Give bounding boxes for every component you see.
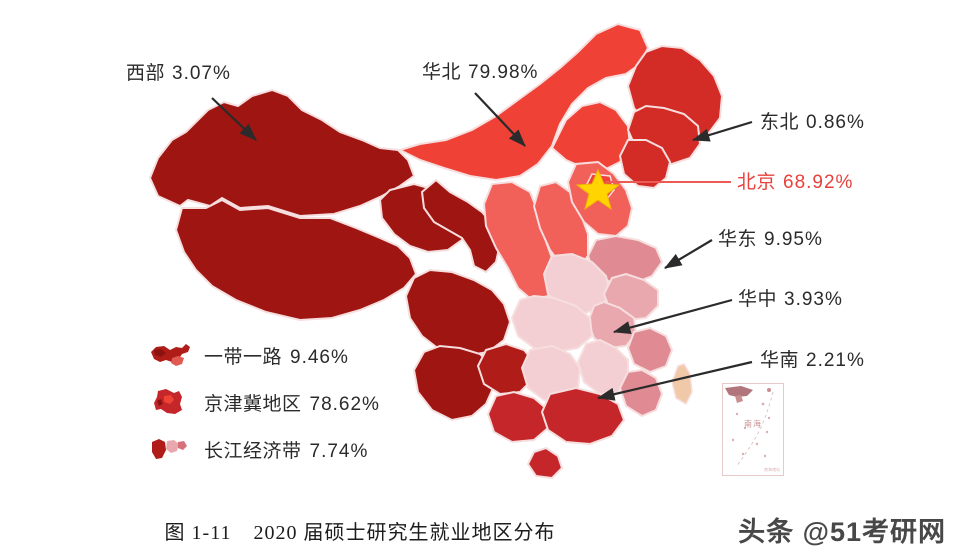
map-legend: 一带一路 9.46% 京津冀地区 78.62% — [148, 338, 380, 466]
leader-line-south — [596, 360, 753, 401]
region-guangdong — [540, 386, 626, 446]
label-north-value: 79.98% — [468, 62, 539, 83]
legend-value-1: 78.62% — [309, 393, 380, 415]
legend-label-yangtze-belt: 长江经济带 7.74% — [204, 436, 368, 463]
label-west: 西部 3.07% — [126, 58, 231, 85]
label-central: 华中 3.93% — [738, 284, 843, 311]
region-shaanxi — [482, 180, 558, 302]
inset-title: 南海 — [744, 419, 762, 429]
inset-credit: 南海诸岛 — [764, 467, 780, 472]
figure-caption: 图 1-11 2020 届硕士研究生就业地区分布 — [0, 516, 720, 545]
label-south-name: 华南 — [760, 350, 800, 371]
label-north: 华北 79.98% — [422, 57, 538, 84]
label-central-name: 华中 — [738, 289, 778, 310]
leader-line-northeast — [691, 120, 753, 142]
label-beijing-name: 北京 — [737, 172, 777, 193]
label-northeast-value: 0.86% — [806, 112, 865, 133]
region-xinjiang — [148, 88, 416, 218]
south-china-sea-inset: 南海 南海诸岛 — [722, 383, 784, 476]
region-gansu — [420, 178, 502, 274]
watermark: 头条 @51考研网 — [738, 517, 946, 547]
legend-name-0: 一带一路 — [204, 346, 283, 368]
leader-line-east — [664, 239, 713, 269]
region-guizhou — [476, 342, 536, 396]
yangtze-belt-mini-map-icon — [148, 432, 194, 466]
legend-label-belt-and-road: 一带一路 9.46% — [204, 342, 349, 369]
caption-title: 2020 届硕士研究生就业地区分布 — [253, 522, 556, 544]
label-east: 华东 9.95% — [718, 224, 823, 251]
legend-value-2: 7.74% — [309, 440, 369, 462]
label-northeast-name: 东北 — [760, 112, 800, 133]
label-northeast: 东北 0.86% — [760, 107, 865, 134]
jingjinji-mini-map-icon — [148, 385, 194, 419]
region-zhejiang — [626, 326, 674, 374]
legend-label-jingjinji: 京津冀地区 78.62% — [204, 389, 380, 416]
region-tibet — [174, 198, 418, 322]
leader-line-north — [474, 92, 526, 147]
legend-item-jingjinji: 京津冀地区 78.62% — [148, 385, 380, 419]
label-north-name: 华北 — [422, 62, 462, 83]
beijing-star-marker — [575, 168, 621, 211]
region-fujian — [618, 368, 664, 418]
label-beijing-value: 68.92% — [783, 172, 854, 193]
legend-item-belt-and-road: 一带一路 9.46% — [148, 338, 380, 372]
region-liaoning — [618, 139, 672, 190]
inset-islands-map — [725, 386, 774, 467]
legend-name-2: 长江经济带 — [204, 440, 302, 462]
label-central-value: 3.93% — [784, 289, 843, 310]
label-west-value: 3.07% — [172, 63, 231, 84]
legend-name-1: 京津冀地区 — [204, 393, 302, 415]
label-south-value: 2.21% — [806, 350, 865, 371]
region-hainan — [526, 446, 564, 480]
leader-line-central — [612, 298, 733, 335]
region-guangxi — [486, 390, 549, 444]
region-yunnan — [412, 344, 496, 422]
legend-value-0: 9.46% — [290, 346, 349, 368]
region-sichuan — [404, 268, 512, 358]
legend-item-yangtze-economic-belt: 长江经济带 7.74% — [148, 432, 380, 466]
leader-line-west — [211, 97, 257, 141]
caption-number: 图 1-11 — [164, 522, 232, 544]
region-taiwan — [671, 363, 693, 406]
label-west-name: 西部 — [126, 63, 166, 84]
belt-and-road-mini-map-icon — [148, 338, 194, 372]
label-beijing: 北京 68.92% — [737, 167, 853, 194]
label-south: 华南 2.21% — [760, 345, 865, 372]
region-hubei — [510, 294, 594, 354]
label-east-value: 9.95% — [764, 229, 823, 250]
label-east-name: 华东 — [718, 229, 758, 250]
